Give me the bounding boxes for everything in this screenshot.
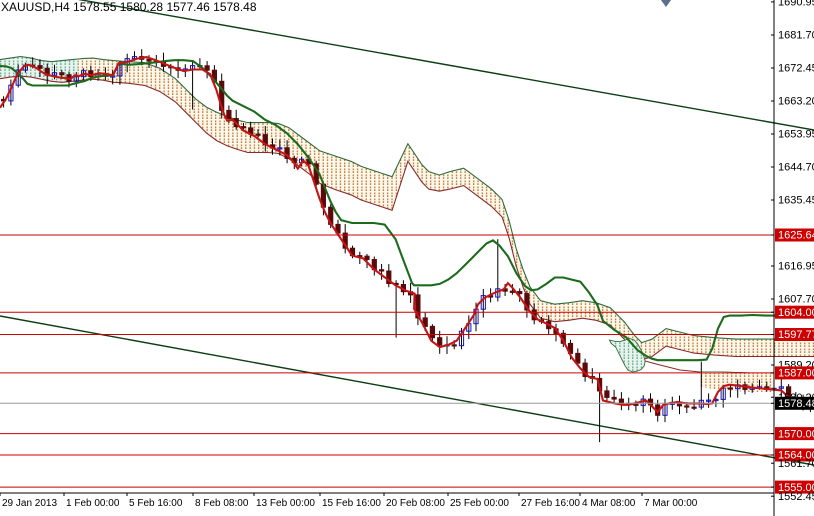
svg-text:1578.48: 1578.48 [778, 398, 814, 410]
svg-text:1552.45: 1552.45 [778, 491, 814, 503]
svg-text:XAUUSD,H4 1578.55 1580.28 157: XAUUSD,H4 1578.55 1580.28 1577.46 1578.4… [1, 0, 257, 14]
svg-text:7 Mar 00:00: 7 Mar 00:00 [644, 498, 698, 509]
svg-text:1653.95: 1653.95 [778, 129, 814, 141]
svg-text:1 Feb 00:00: 1 Feb 00:00 [66, 498, 120, 509]
svg-text:1561.70: 1561.70 [778, 458, 814, 470]
svg-text:13 Feb 00:00: 13 Feb 00:00 [256, 498, 315, 509]
svg-text:1597.77: 1597.77 [778, 329, 814, 341]
svg-text:1672.45: 1672.45 [778, 63, 814, 75]
svg-text:1587.00: 1587.00 [778, 368, 814, 380]
svg-text:1607.70: 1607.70 [778, 294, 814, 306]
svg-text:25 Feb 00:00: 25 Feb 00:00 [450, 498, 509, 509]
svg-text:29 Jan 2013: 29 Jan 2013 [2, 498, 57, 509]
svg-text:20 Feb 08:00: 20 Feb 08:00 [386, 498, 445, 509]
svg-text:1570.00: 1570.00 [778, 428, 814, 440]
svg-text:5 Feb 16:00: 5 Feb 16:00 [129, 498, 183, 509]
svg-text:1690.95: 1690.95 [778, 0, 814, 9]
svg-text:8 Feb 08:00: 8 Feb 08:00 [195, 498, 249, 509]
svg-text:1663.20: 1663.20 [778, 96, 814, 108]
svg-text:4 Mar 08:00: 4 Mar 08:00 [582, 498, 636, 509]
svg-text:1681.70: 1681.70 [778, 30, 814, 42]
svg-text:15 Feb 16:00: 15 Feb 16:00 [322, 498, 381, 509]
svg-text:1625.64: 1625.64 [778, 230, 814, 242]
svg-text:1616.95: 1616.95 [778, 261, 814, 273]
svg-text:27 Feb 16:00: 27 Feb 16:00 [521, 498, 580, 509]
svg-text:1644.70: 1644.70 [778, 162, 814, 174]
svg-text:1604.00: 1604.00 [778, 307, 814, 319]
svg-text:1635.45: 1635.45 [778, 195, 814, 207]
